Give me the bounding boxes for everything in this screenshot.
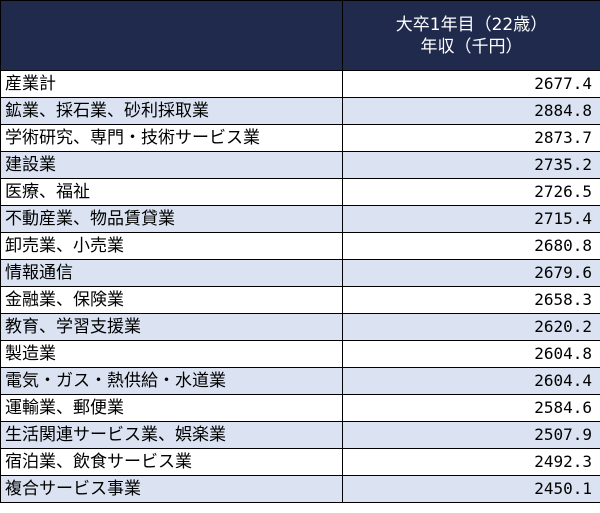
industry-cell: 金融業、保険業	[0, 286, 343, 314]
table-row: 情報通信 2679.6	[0, 259, 600, 287]
industry-cell: 教育、学習支援業	[0, 313, 343, 341]
salary-column-header: 大卒1年目（22歳） 年収（千円）	[342, 0, 600, 71]
salary-cell: 2450.1	[342, 475, 600, 503]
table-row: 産業計 2677.4	[0, 70, 600, 98]
salary-cell: 2680.8	[342, 232, 600, 260]
salary-cell: 2873.7	[342, 124, 600, 152]
table-row: 建設業 2735.2	[0, 151, 600, 179]
table-row: 卸売業、小売業 2680.8	[0, 232, 600, 260]
table-row: 鉱業、採石業、砂利採取業 2884.8	[0, 97, 600, 125]
industry-cell: 運輸業、郵便業	[0, 394, 343, 422]
table-row: 教育、学習支援業 2620.2	[0, 313, 600, 341]
table-row: 金融業、保険業 2658.3	[0, 286, 600, 314]
salary-cell: 2507.9	[342, 421, 600, 449]
industry-column-header	[0, 0, 343, 71]
industry-cell: 不動産業、物品賃貸業	[0, 205, 343, 233]
salary-cell: 2658.3	[342, 286, 600, 314]
industry-cell: 卸売業、小売業	[0, 232, 343, 260]
table-row: 宿泊業、飲食サービス業 2492.3	[0, 448, 600, 476]
salary-cell: 2492.3	[342, 448, 600, 476]
industry-cell: 産業計	[0, 70, 343, 98]
salary-header-line1: 大卒1年目（22歳）	[395, 15, 548, 35]
industry-cell: 情報通信	[0, 259, 343, 287]
table-row: 医療、福祉 2726.5	[0, 178, 600, 206]
table-row: 複合サービス事業 2450.1	[0, 475, 600, 503]
table-row: 製造業 2604.8	[0, 340, 600, 368]
salary-cell: 2604.8	[342, 340, 600, 368]
table-row: 生活関連サービス業、娯楽業 2507.9	[0, 421, 600, 449]
table-header: 大卒1年目（22歳） 年収（千円）	[0, 0, 600, 71]
industry-cell: 鉱業、採石業、砂利採取業	[0, 97, 343, 125]
salary-cell: 2679.6	[342, 259, 600, 287]
industry-cell: 医療、福祉	[0, 178, 343, 206]
salary-cell: 2715.4	[342, 205, 600, 233]
salary-cell: 2735.2	[342, 151, 600, 179]
salary-cell: 2620.2	[342, 313, 600, 341]
table-body: 産業計 2677.4 鉱業、採石業、砂利採取業 2884.8 学術研究、専門・技術サ…	[0, 70, 600, 503]
industry-cell: 学術研究、専門・技術サービス業	[0, 124, 343, 152]
industry-cell: 製造業	[0, 340, 343, 368]
industry-cell: 複合サービス事業	[0, 475, 343, 503]
table-row: 学術研究、専門・技術サービス業 2873.7	[0, 124, 600, 152]
table-row: 電気・ガス・熱供給・水道業 2604.4	[0, 367, 600, 395]
salary-cell: 2584.6	[342, 394, 600, 422]
industry-cell: 電気・ガス・熱供給・水道業	[0, 367, 343, 395]
salary-header-line2: 年収（千円）	[420, 37, 523, 57]
table-row: 運輸業、郵便業 2584.6	[0, 394, 600, 422]
industry-cell: 建設業	[0, 151, 343, 179]
salary-cell: 2726.5	[342, 178, 600, 206]
industry-cell: 宿泊業、飲食サービス業	[0, 448, 343, 476]
salary-cell: 2604.4	[342, 367, 600, 395]
header-row: 大卒1年目（22歳） 年収（千円）	[0, 0, 600, 71]
industry-cell: 生活関連サービス業、娯楽業	[0, 421, 343, 449]
table-row: 不動産業、物品賃貸業 2715.4	[0, 205, 600, 233]
salary-cell: 2677.4	[342, 70, 600, 98]
salary-cell: 2884.8	[342, 97, 600, 125]
